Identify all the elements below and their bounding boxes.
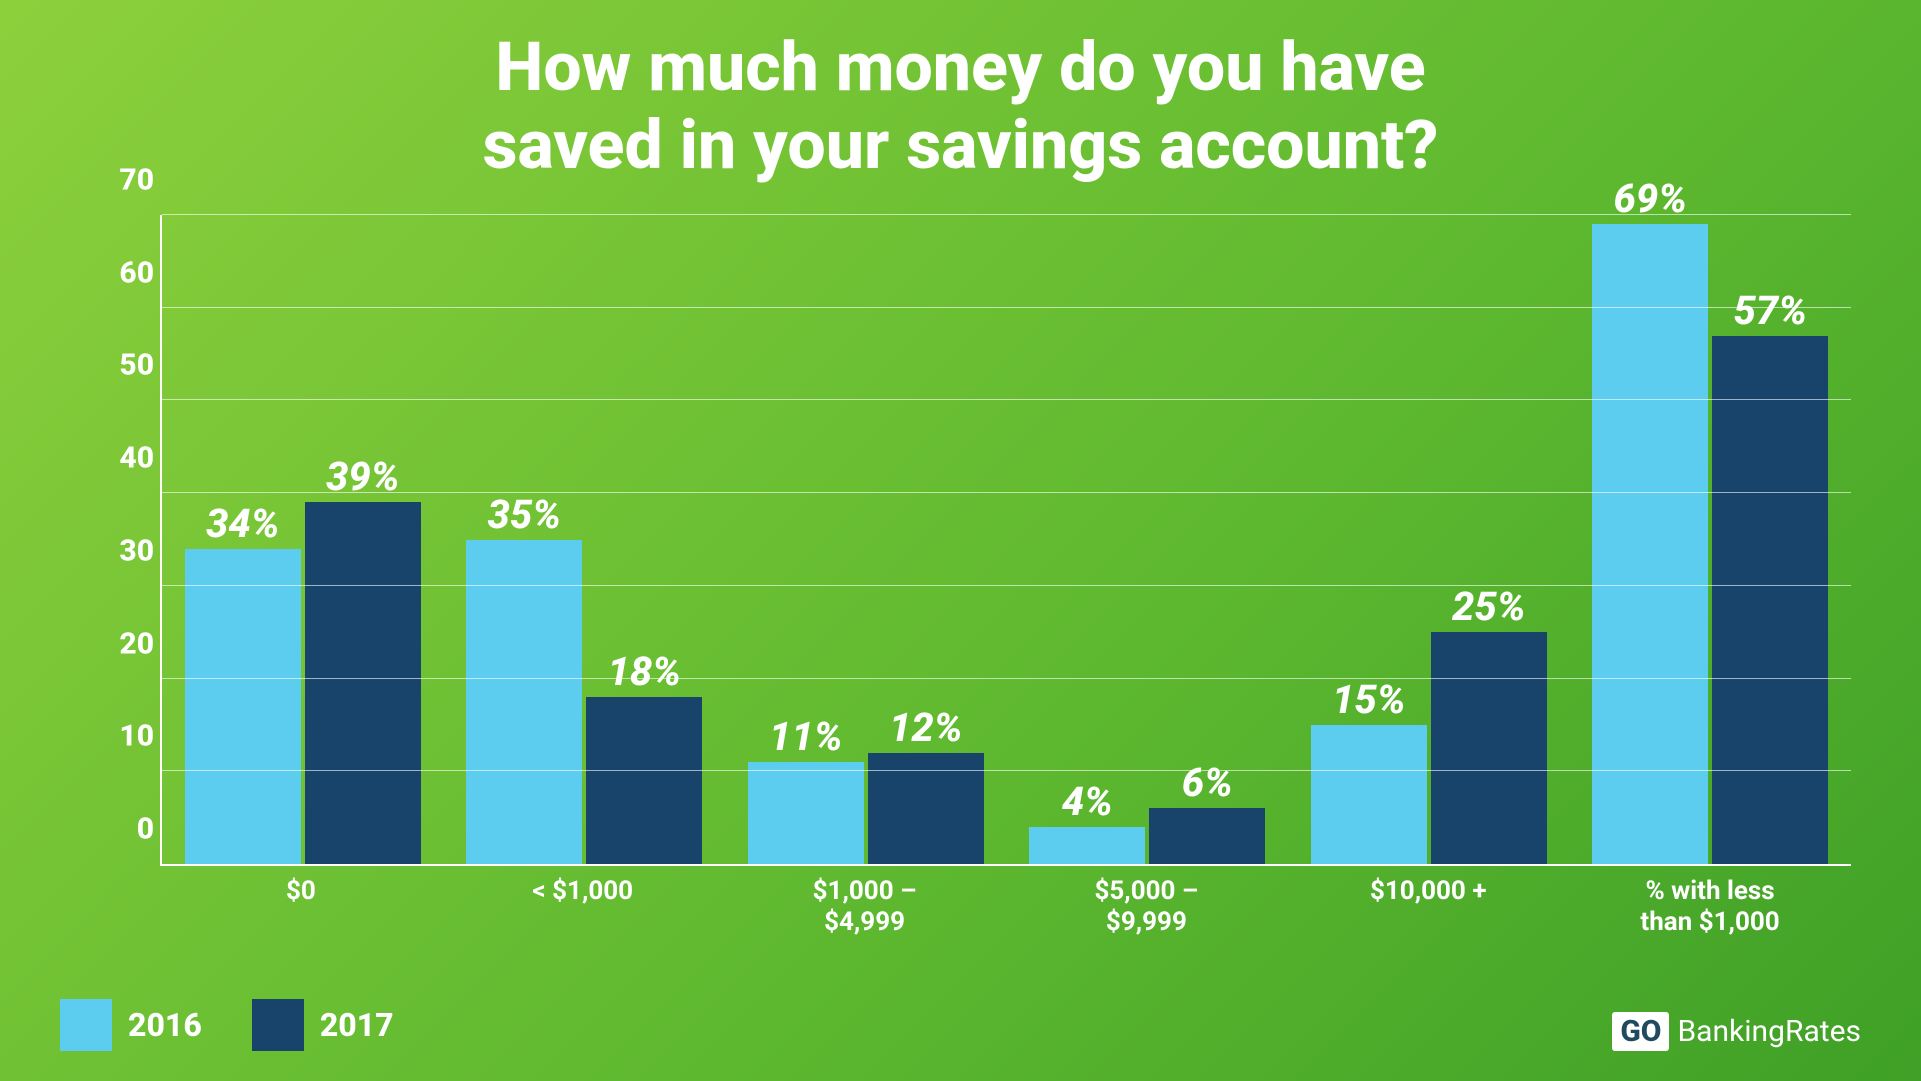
bar-label: 12% bbox=[889, 704, 962, 751]
x-axis-label: $10,000 + bbox=[1287, 866, 1569, 936]
legend-swatch bbox=[60, 999, 112, 1051]
bar-group: 11% 12% bbox=[725, 215, 1007, 864]
legend-item: 2017 bbox=[252, 999, 394, 1051]
x-axis-label: $0 bbox=[160, 866, 442, 936]
bar: 35% bbox=[466, 540, 582, 865]
bar-label: 18% bbox=[608, 648, 681, 695]
legend-item: 2016 bbox=[60, 999, 202, 1051]
gridline bbox=[162, 307, 1851, 308]
logo-text: BankingRates bbox=[1677, 1014, 1861, 1049]
y-axis-label: 40 bbox=[106, 441, 154, 476]
x-axis-label: $5,000 –$9,999 bbox=[1005, 866, 1287, 936]
bar-label: 11% bbox=[769, 713, 842, 760]
bar-label: 69% bbox=[1614, 175, 1687, 222]
y-axis-label: 70 bbox=[106, 163, 154, 198]
bar: 15% bbox=[1311, 725, 1427, 864]
gridline bbox=[162, 678, 1851, 679]
bar: 39% bbox=[305, 502, 421, 864]
bar-label: 35% bbox=[488, 491, 561, 538]
legend-swatch bbox=[252, 999, 304, 1051]
bar: 6% bbox=[1149, 808, 1265, 864]
y-axis-label: 20 bbox=[106, 626, 154, 661]
x-axis-label: % with lessthan $1,000 bbox=[1569, 866, 1851, 936]
bar: 4% bbox=[1029, 827, 1145, 864]
bar-label: 15% bbox=[1332, 676, 1405, 723]
bar-label: 57% bbox=[1734, 287, 1807, 334]
bar-label: 4% bbox=[1062, 778, 1113, 825]
legend-label: 2017 bbox=[320, 1006, 394, 1044]
y-axis-label: 0 bbox=[106, 812, 154, 847]
bar: 11% bbox=[748, 762, 864, 864]
legend-label: 2016 bbox=[128, 1006, 202, 1044]
y-axis-label: 50 bbox=[106, 348, 154, 383]
bar-group: 34%39% bbox=[162, 215, 444, 864]
legend: 2016 2017 bbox=[60, 999, 394, 1051]
gridline bbox=[162, 770, 1851, 771]
plot-area: 34%39%35%18%11%12%4%6%15%25%69%57% 01020… bbox=[160, 215, 1851, 866]
bar: 57% bbox=[1712, 336, 1828, 864]
bar: 34% bbox=[185, 549, 301, 864]
bar-label: 25% bbox=[1452, 583, 1525, 630]
bar: 69% bbox=[1592, 224, 1708, 864]
bar-label: 34% bbox=[206, 500, 279, 547]
y-axis-label: 30 bbox=[106, 533, 154, 568]
gridline bbox=[162, 214, 1851, 215]
bar-groups: 34%39%35%18%11%12%4%6%15%25%69%57% bbox=[162, 215, 1851, 864]
logo-go: GO bbox=[1612, 1012, 1669, 1051]
x-axis-labels: $0< $1,000$1,000 –$4,999$5,000 –$9,999$1… bbox=[160, 866, 1851, 936]
bar-label: 39% bbox=[326, 453, 399, 500]
chart: 34%39%35%18%11%12%4%6%15%25%69%57% 01020… bbox=[80, 215, 1851, 936]
chart-title: How much money do you havesaved in your … bbox=[0, 0, 1921, 184]
bar: 18% bbox=[586, 697, 702, 864]
bar-group: 35%18% bbox=[444, 215, 726, 864]
x-axis-label: $1,000 –$4,999 bbox=[724, 866, 1006, 936]
gridline bbox=[162, 492, 1851, 493]
bar: 25% bbox=[1431, 632, 1547, 864]
y-axis-label: 10 bbox=[106, 719, 154, 754]
y-axis-label: 60 bbox=[106, 255, 154, 290]
bar-group: 69%57% bbox=[1570, 215, 1852, 864]
bar-label: 6% bbox=[1182, 759, 1233, 806]
logo: GO BankingRates bbox=[1612, 1012, 1861, 1051]
gridline bbox=[162, 399, 1851, 400]
gridline bbox=[162, 585, 1851, 586]
bar-group: 4%6% bbox=[1007, 215, 1289, 864]
bar-group: 15%25% bbox=[1288, 215, 1570, 864]
x-axis-label: < $1,000 bbox=[442, 866, 724, 936]
